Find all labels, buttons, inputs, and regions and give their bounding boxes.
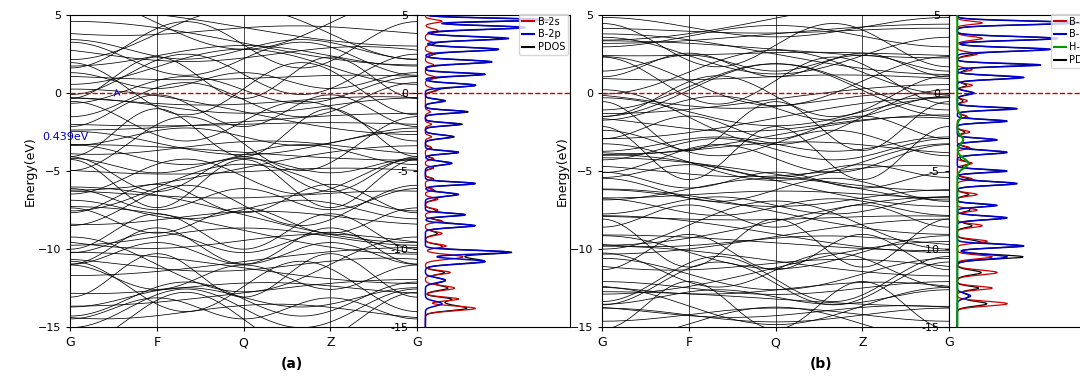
Text: (a): (a) [281, 358, 302, 371]
Y-axis label: Energy(eV): Energy(eV) [24, 136, 37, 206]
Legend: B-2s, B-2p, PDOS: B-2s, B-2p, PDOS [519, 14, 568, 55]
Text: 0.439eV: 0.439eV [42, 132, 89, 142]
Text: (b): (b) [810, 358, 832, 371]
Legend: B-2s, B-2p, H-1s, PDOS: B-2s, B-2p, H-1s, PDOS [1051, 14, 1080, 68]
Y-axis label: Energy(eV): Energy(eV) [555, 136, 568, 206]
